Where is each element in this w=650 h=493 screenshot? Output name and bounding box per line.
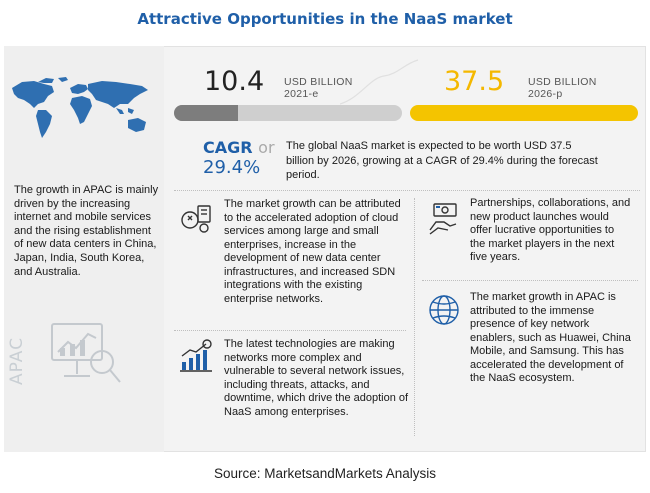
apac-description: The growth in APAC is mainly driven by t…	[14, 184, 159, 278]
divider	[174, 330, 406, 331]
growth-chart-icon	[180, 339, 212, 372]
current-market-bar	[174, 105, 402, 121]
apac-label: APAC	[7, 337, 27, 385]
divider	[422, 280, 638, 281]
card-apac-growth: The market growth in APAC is attributed …	[470, 291, 631, 384]
current-market-value: 10.4	[204, 66, 265, 97]
divider	[174, 190, 640, 191]
card-partnerships: Partnerships, collaborations, and new pr…	[470, 197, 631, 263]
cagr-value: 29.4%	[203, 157, 261, 178]
card-network-complexity: The latest technologies are making netwo…	[224, 338, 409, 418]
card-cloud-adoption: The market growth can be attributed to t…	[224, 198, 401, 305]
chart-analysis-icon	[51, 323, 121, 383]
cagr-label: CAGR or	[203, 138, 275, 157]
world-map-icon	[12, 77, 148, 138]
market-summary: The global NaaS market is expected to be…	[286, 140, 598, 181]
forecast-market-value: 37.5	[444, 66, 505, 97]
trend-line-decoration	[340, 59, 419, 105]
globe-icon	[429, 295, 459, 325]
forecast-market-unit: USD BILLION 2026-p	[528, 76, 597, 100]
page-title: Attractive Opportunities in the NaaS mar…	[137, 10, 513, 28]
current-market-unit: USD BILLION 2021-e	[284, 76, 353, 100]
cloud-gear-icon	[181, 205, 211, 233]
source-note: Source: MarketsandMarkets Analysis	[213, 466, 437, 481]
forecast-market-bar	[410, 105, 638, 121]
handshake-money-icon	[429, 203, 457, 235]
divider	[414, 198, 415, 436]
